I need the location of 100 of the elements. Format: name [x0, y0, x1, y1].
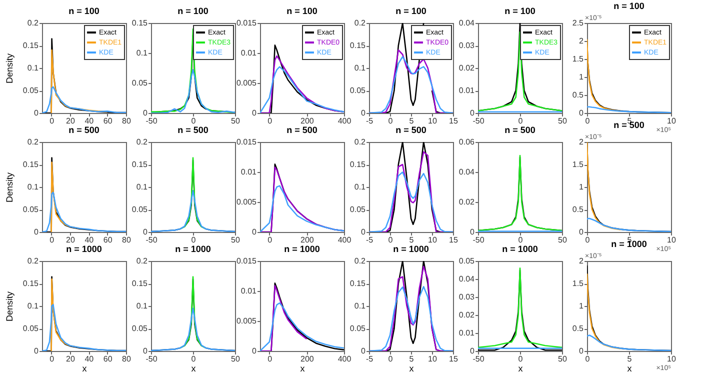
line-series [260, 284, 308, 351]
y-tick-label: 0.05 [22, 86, 40, 95]
x-axis-title: x [409, 364, 414, 374]
x-tick-label: 0 [388, 116, 394, 126]
x-tick-label: 10 [667, 236, 676, 244]
y-tick-label: 0.05 [22, 205, 40, 214]
y-tick-label: 0.015 [236, 256, 258, 266]
y-axis-title: Density [4, 172, 14, 203]
x-tick-label: 0 [585, 354, 590, 364]
line-series [180, 276, 206, 348]
line-series [260, 302, 344, 351]
chart-title: n = 100 [178, 6, 208, 16]
y-tick-label: 0 [143, 228, 148, 236]
x-tick-label: 80 [122, 236, 132, 244]
x-tick-label: 50 [231, 236, 240, 244]
y-tick-label: 0 [252, 108, 258, 118]
y-tick-label: 0 [361, 108, 366, 118]
x-tick-label: 50 [231, 116, 240, 126]
y-tick-label: 0 [470, 108, 476, 118]
y-tick-label: 0.005 [236, 198, 258, 206]
y-tick-label: 0.2 [354, 18, 366, 28]
y-tick-label: 0.03 [458, 292, 476, 302]
y-tick-label: 0.02 [458, 198, 476, 206]
x-tick-label: 0 [268, 354, 273, 364]
chart-title: n = 500 [286, 125, 318, 135]
y-tick-label: 0.15 [350, 41, 366, 50]
y-tick-label: 0.1 [136, 182, 148, 192]
y-tick-label: 0.15 [22, 41, 40, 50]
x-tick-label: 15 [449, 236, 458, 244]
x-tick-label: 15 [449, 354, 458, 364]
y-tick-label: 0.2 [27, 256, 40, 266]
y-tick-label: 0.02 [458, 64, 476, 72]
x-tick-label: 10 [428, 354, 438, 364]
x-tick-label: 0 [388, 354, 394, 364]
y-tick-label: 0.04 [458, 274, 476, 284]
y-tick-label: 0 [34, 108, 40, 118]
x-tick-label: 80 [122, 116, 132, 126]
y-tick-label: 0.01 [240, 48, 258, 58]
y-tick-label: 0.05 [132, 324, 148, 333]
x-tick-label: 0 [268, 236, 273, 244]
chart-title: n = 100 [286, 6, 318, 16]
y-tick-label: 0 [34, 228, 40, 236]
y-tick-label: 0.1 [136, 48, 148, 58]
x-tick-label: 400 [338, 236, 352, 244]
x-tick-label: 0 [50, 354, 55, 364]
y-tick-label: 0.5 [572, 90, 584, 100]
x-tick-label: 5 [409, 116, 414, 126]
y-tick-label: 0 [252, 346, 258, 356]
y-tick-label: 0.01 [240, 286, 258, 296]
y-tick-label: 0.2 [354, 138, 366, 146]
chart-title: n = 100 [68, 6, 100, 16]
chart-title: n = 1000 [502, 244, 538, 254]
y-tick-label: 0.2 [136, 138, 148, 146]
y-tick-label: 0.1 [354, 302, 366, 310]
x-axis-title: x [82, 364, 88, 374]
x-tick-label: -50 [472, 354, 485, 364]
x-tick-label: 5 [627, 354, 632, 364]
x-tick-label: 0 [191, 116, 196, 126]
x-tick-label: 20 [66, 236, 76, 244]
y-tick-label: 0.1 [27, 182, 40, 192]
x-tick-label: 0 [268, 116, 273, 126]
x-axis-title: x [627, 364, 632, 374]
x-tick-label: 40 [84, 236, 94, 244]
y-tick-label: 0.1 [354, 182, 366, 192]
y-tick-label: 0 [34, 346, 40, 356]
y-tick-label: 0 [252, 228, 258, 236]
line-series [151, 308, 235, 351]
y-tick-label: 0.04 [458, 18, 476, 28]
x-tick-label: 10 [428, 236, 438, 244]
y-tick-label: 0 [579, 108, 584, 118]
y-tick-label: 0.01 [458, 328, 476, 338]
y-tick-label: 1.5 [572, 279, 584, 288]
x-tick-label: 20 [66, 354, 76, 364]
line-series [587, 334, 671, 351]
y-tick-label: 0.2 [354, 256, 366, 266]
line-series [180, 157, 206, 230]
x-axis-title: x [518, 364, 524, 374]
y-tick-label: 0 [143, 108, 148, 118]
y-tick-label: 0.15 [350, 279, 366, 288]
x-tick-label: 0 [518, 116, 524, 126]
line-series [260, 55, 344, 113]
line-series [260, 185, 344, 232]
x-tick-label: 40 [84, 354, 94, 364]
x-tick-label: 10 [667, 354, 676, 364]
y-tick-label: 0.005 [236, 78, 258, 88]
y-tick-label: 0.015 [236, 18, 258, 28]
x-tick-label: 5 [409, 236, 414, 244]
y-tick-label: 0 [470, 228, 476, 236]
x-tick-label: -50 [146, 354, 158, 364]
line-series [587, 272, 622, 350]
y-tick-label: 2.5 [572, 18, 584, 28]
x-tick-label: 60 [103, 116, 113, 126]
y-tick-label: 0.15 [132, 279, 148, 288]
y-tick-label: 0.2 [27, 138, 40, 146]
chart-title: n = 1000 [175, 244, 211, 254]
y-tick-label: 0.1 [354, 64, 366, 72]
chart-title: n = 1000 [284, 244, 320, 254]
x-tick-label: 400 [338, 116, 352, 126]
x-tick-label: 0 [518, 354, 524, 364]
y-tick-label: 0.2 [27, 18, 40, 28]
